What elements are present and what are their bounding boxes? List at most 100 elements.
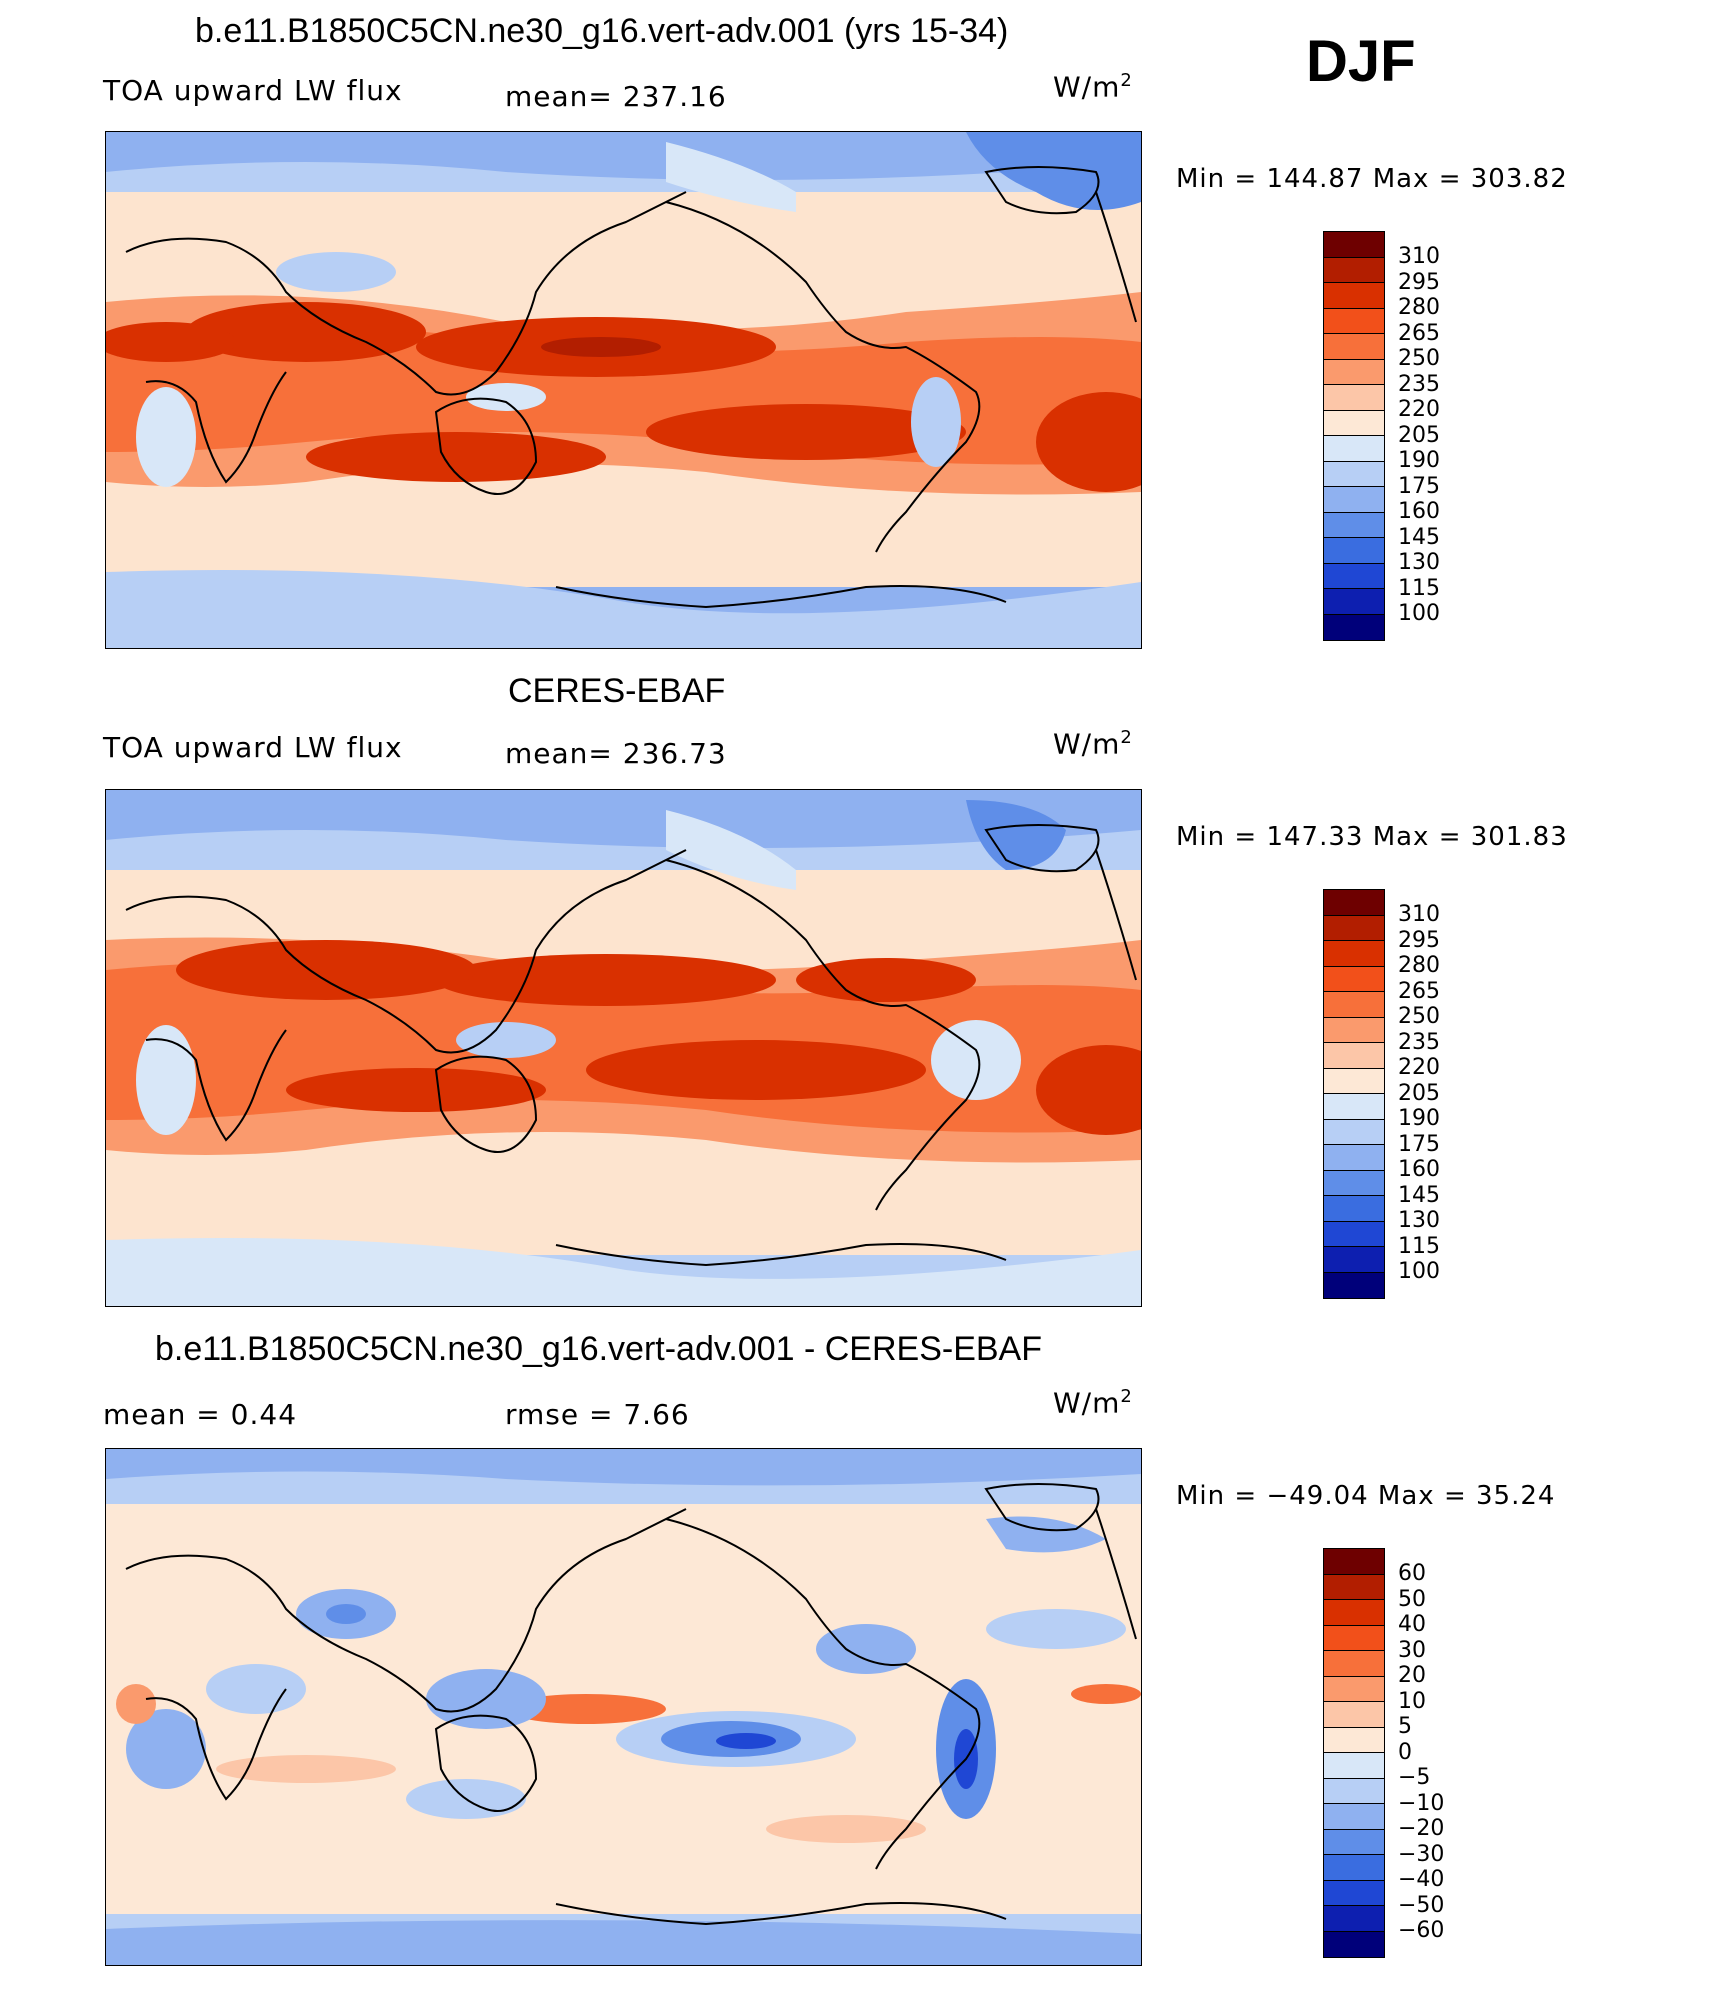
panel-3-colorbar-box xyxy=(1324,1906,1384,1932)
panel-2-colorbar-box xyxy=(1324,915,1384,941)
panel-2-colorbar-box xyxy=(1324,1119,1384,1145)
panel-1-colorbar-box xyxy=(1324,614,1384,640)
panel-1-colorbar-box xyxy=(1324,436,1384,462)
colorbar-tick-label: 130 xyxy=(1398,1208,1440,1233)
panel-1-colorbar-box xyxy=(1324,589,1384,615)
colorbar-tick-label: 250 xyxy=(1398,1004,1440,1029)
colorbar-tick-label: 265 xyxy=(1398,320,1440,346)
panel-1-minmax: Min = 144.87 Max = 303.82 xyxy=(1176,164,1568,194)
panel-3-colorbar-box xyxy=(1324,1702,1384,1728)
panel-2-colorbar-box xyxy=(1324,1196,1384,1222)
panel-3-colorbar xyxy=(1323,1548,1385,1958)
panel-3-colorbar-box xyxy=(1324,1600,1384,1626)
colorbar-tick-label: 175 xyxy=(1398,1131,1440,1157)
colorbar-tick-label: 40 xyxy=(1398,1612,1426,1637)
colorbar-tick-label: 5 xyxy=(1398,1714,1412,1739)
panel-2-colorbar-box xyxy=(1324,1272,1384,1298)
panel-2-title: CERES-EBAF xyxy=(508,672,726,710)
season-label: DJF xyxy=(1306,29,1416,94)
panel-3-colorbar-box xyxy=(1324,1829,1384,1855)
colorbar-tick-label: 10 xyxy=(1398,1688,1426,1714)
panel-2-colorbar-box xyxy=(1324,1017,1384,1043)
panel-1-colorbar-box xyxy=(1324,538,1384,564)
colorbar-tick-label: 145 xyxy=(1398,1182,1440,1208)
panel-1-colorbar-labels: 310 295 280 265 250 235 220 205 190 175 … xyxy=(1398,244,1440,627)
panel-3-colorbar-box xyxy=(1324,1676,1384,1702)
panel-1-map xyxy=(105,131,1142,649)
panel-3-mean: mean = 0.44 xyxy=(103,1398,298,1431)
panel-2-colorbar-box xyxy=(1324,992,1384,1018)
panel-3-title: b.e11.B1850C5CN.ne30_g16.vert-adv.001 - … xyxy=(155,1330,1043,1368)
panel-1-colorbar-box xyxy=(1324,410,1384,436)
panel-3-colorbar-box xyxy=(1324,1880,1384,1906)
colorbar-tick-label: 190 xyxy=(1398,1106,1440,1131)
panel-2-colorbar-box xyxy=(1324,1247,1384,1273)
panel-1-colorbar-box xyxy=(1324,359,1384,385)
colorbar-tick-label: 250 xyxy=(1398,346,1440,371)
panel-3-rmse: rmse = 7.66 xyxy=(505,1398,690,1431)
colorbar-tick-label: 220 xyxy=(1398,397,1440,422)
panel-3-colorbar-box xyxy=(1324,1651,1384,1677)
colorbar-tick-label: 175 xyxy=(1398,473,1440,499)
colorbar-tick-label: 115 xyxy=(1398,1233,1440,1259)
colorbar-tick-label: 280 xyxy=(1398,953,1440,978)
panel-1-title: b.e11.B1850C5CN.ne30_g16.vert-adv.001 (y… xyxy=(195,12,1009,50)
colorbar-tick-label: 100 xyxy=(1398,1259,1440,1284)
panel-3-unit: W/m2 xyxy=(1053,1386,1133,1420)
panel-2-colorbar xyxy=(1323,889,1385,1299)
panel-1-colorbar-box xyxy=(1324,308,1384,334)
panel-2-colorbar-box xyxy=(1324,890,1384,916)
panel-2-unit: W/m2 xyxy=(1053,727,1133,761)
panel-1-colorbar-box xyxy=(1324,385,1384,411)
panel-2-colorbar-box xyxy=(1324,941,1384,967)
panel-3-colorbar-box xyxy=(1324,1625,1384,1651)
panel-1-colorbar-box xyxy=(1324,334,1384,360)
panel-1-colorbar-box xyxy=(1324,257,1384,283)
colorbar-tick-label: 0 xyxy=(1398,1739,1412,1765)
panel-3-colorbar-box xyxy=(1324,1778,1384,1804)
panel-1-colorbar-box xyxy=(1324,461,1384,487)
panel-3-colorbar-box xyxy=(1324,1753,1384,1779)
panel-3-colorbar-box xyxy=(1324,1574,1384,1600)
panel-1-colorbar xyxy=(1323,231,1385,641)
colorbar-tick-label: −60 xyxy=(1398,1918,1445,1943)
panel-2-colorbar-box xyxy=(1324,1221,1384,1247)
colorbar-tick-label: −10 xyxy=(1398,1790,1445,1816)
panel-3-colorbar-box xyxy=(1324,1727,1384,1753)
colorbar-tick-label: −20 xyxy=(1398,1816,1445,1841)
colorbar-tick-label: 50 xyxy=(1398,1586,1426,1612)
colorbar-tick-label: 265 xyxy=(1398,978,1440,1004)
colorbar-tick-label: 310 xyxy=(1398,902,1440,927)
panel-3-colorbar-box xyxy=(1324,1804,1384,1830)
colorbar-tick-label: −5 xyxy=(1398,1765,1431,1790)
panel-2-mean: mean= 236.73 xyxy=(505,737,727,770)
colorbar-tick-label: 20 xyxy=(1398,1663,1426,1688)
panel-3-colorbar-box xyxy=(1324,1931,1384,1957)
panel-2-minmax: Min = 147.33 Max = 301.83 xyxy=(1176,822,1568,852)
panel-1-colorbar-box xyxy=(1324,487,1384,513)
colorbar-tick-label: 30 xyxy=(1398,1637,1426,1663)
panel-2-variable: TOA upward LW flux xyxy=(103,731,403,764)
colorbar-tick-label: 130 xyxy=(1398,550,1440,575)
panel-1-colorbar-box xyxy=(1324,232,1384,258)
panel-2-colorbar-box xyxy=(1324,1043,1384,1069)
panel-2-colorbar-labels: 310 295 280 265 250 235 220 205 190 175 … xyxy=(1398,902,1440,1285)
colorbar-tick-label: 205 xyxy=(1398,422,1440,448)
colorbar-tick-label: 235 xyxy=(1398,371,1440,397)
panel-3-minmax: Min = −49.04 Max = 35.24 xyxy=(1176,1481,1556,1511)
colorbar-tick-label: 160 xyxy=(1398,499,1440,524)
colorbar-tick-label: −50 xyxy=(1398,1892,1445,1918)
colorbar-tick-label: 295 xyxy=(1398,927,1440,953)
panel-2-colorbar-box xyxy=(1324,1145,1384,1171)
panel-3-colorbar-box xyxy=(1324,1549,1384,1575)
colorbar-tick-label: 100 xyxy=(1398,601,1440,626)
colorbar-tick-label: −30 xyxy=(1398,1841,1445,1867)
colorbar-tick-label: 235 xyxy=(1398,1029,1440,1055)
colorbar-tick-label: 205 xyxy=(1398,1080,1440,1106)
panel-1-unit: W/m2 xyxy=(1053,70,1133,104)
panel-1-colorbar-box xyxy=(1324,283,1384,309)
panel-1-variable: TOA upward LW flux xyxy=(103,74,403,107)
colorbar-tick-label: 160 xyxy=(1398,1157,1440,1182)
colorbar-tick-label: 280 xyxy=(1398,295,1440,320)
panel-2-colorbar-box xyxy=(1324,1094,1384,1120)
